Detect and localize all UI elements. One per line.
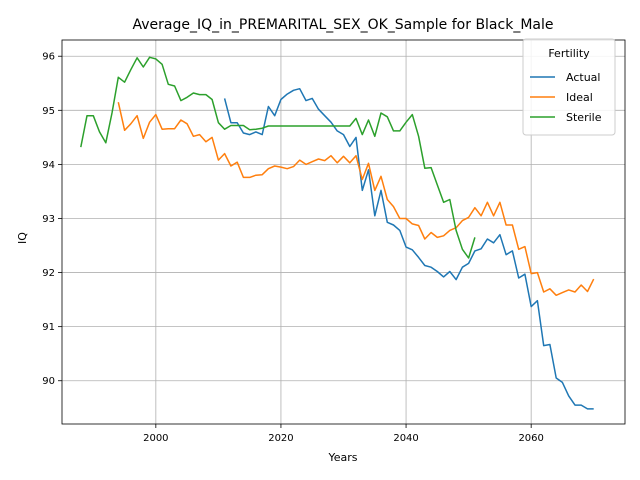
plot-frame	[61, 39, 626, 425]
y-tick-label: 95	[42, 106, 55, 117]
series-line-ideal	[117, 102, 595, 297]
legend-label-sterile: Sterile	[566, 111, 602, 124]
legend: Fertility Actual Ideal Sterile	[522, 38, 616, 136]
y-tick-label: 94	[42, 160, 55, 171]
series-line-sterile	[80, 56, 476, 259]
legend-label-actual: Actual	[566, 71, 600, 84]
x-axis: 2000 2020 2040 2060	[143, 424, 544, 444]
x-tick-label: 2000	[143, 433, 168, 444]
y-axis-label: IQ	[16, 232, 29, 244]
legend-label-ideal: Ideal	[566, 91, 593, 104]
y-tick-label: 93	[42, 214, 55, 225]
x-tick-label: 2040	[393, 433, 418, 444]
legend-entries: Actual Ideal Sterile	[530, 71, 602, 124]
y-tick-label: 90	[42, 376, 55, 387]
y-axis: 90 91 92 93 94 95 96	[42, 52, 62, 387]
x-tick-label: 2020	[268, 433, 293, 444]
y-tick-label: 96	[42, 52, 55, 63]
x-tick-label: 2060	[518, 433, 543, 444]
series-line-actual	[223, 87, 594, 410]
chart-title: Average_IQ_in_PREMARITAL_SEX_OK_Sample f…	[133, 17, 554, 33]
y-tick-label: 92	[42, 268, 55, 279]
series-lines	[80, 56, 595, 410]
x-axis-label: Years	[327, 451, 357, 464]
legend-title: Fertility	[548, 47, 590, 60]
y-tick-label: 91	[42, 322, 55, 333]
legend-box	[522, 38, 616, 136]
